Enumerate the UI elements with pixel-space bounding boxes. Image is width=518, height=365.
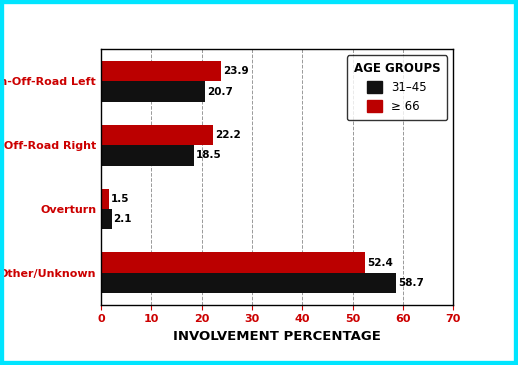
Bar xyxy=(101,145,194,166)
Bar xyxy=(101,273,396,293)
Text: 20.7: 20.7 xyxy=(207,87,233,96)
Text: 58.7: 58.7 xyxy=(398,278,424,288)
Bar xyxy=(101,209,111,229)
Text: 18.5: 18.5 xyxy=(196,150,222,160)
Legend: 31–45, ≥ 66: 31–45, ≥ 66 xyxy=(347,55,448,120)
Bar xyxy=(101,81,205,102)
Text: 2.1: 2.1 xyxy=(113,214,132,224)
Text: 1.5: 1.5 xyxy=(110,194,129,204)
Text: 23.9: 23.9 xyxy=(223,66,249,76)
Bar xyxy=(101,61,221,81)
Bar xyxy=(101,188,109,209)
Text: 22.2: 22.2 xyxy=(215,130,240,140)
Bar xyxy=(101,125,213,145)
Bar xyxy=(101,252,365,273)
Text: 52.4: 52.4 xyxy=(367,258,393,268)
X-axis label: INVOLVEMENT PERCENTAGE: INVOLVEMENT PERCENTAGE xyxy=(173,330,381,343)
